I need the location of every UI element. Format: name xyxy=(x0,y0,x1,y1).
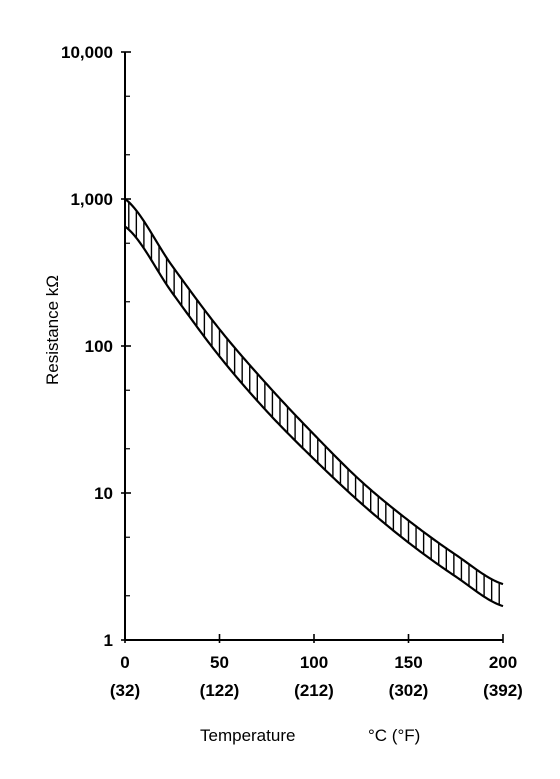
upper-limit-curve xyxy=(124,198,504,586)
x-tick-label: 200 xyxy=(489,653,517,672)
y-tick-label: 100 xyxy=(85,337,113,356)
series-group xyxy=(124,198,504,608)
x-ticks-group: 0 (32) 50 (122) 100 (212) 150 (302) 200 (392) xyxy=(110,634,523,700)
band-hatch-group xyxy=(128,202,500,605)
x-tick-label: 100 xyxy=(300,653,328,672)
y-ticks-group: 1 10 100 1,000 10,000 xyxy=(61,43,131,650)
x-tick-sublabel: (212) xyxy=(294,681,334,700)
x-axis-label: Temperature xyxy=(200,726,295,745)
y-tick-label: 1 xyxy=(104,631,113,650)
x-axis-unit-label: °C (°F) xyxy=(368,726,420,745)
x-tick-label: 150 xyxy=(394,653,422,672)
y-tick-label: 10 xyxy=(94,484,113,503)
y-axis-label: Resistance kΩ xyxy=(43,275,62,385)
x-tick-sublabel: (122) xyxy=(200,681,240,700)
x-tick-label: 0 xyxy=(120,653,129,672)
x-tick-label: 50 xyxy=(210,653,229,672)
lower-limit-curve xyxy=(124,225,504,608)
x-tick-sublabel: (392) xyxy=(483,681,523,700)
x-tick-sublabel: (32) xyxy=(110,681,140,700)
y-tick-label: 1,000 xyxy=(70,190,113,209)
x-tick-sublabel: (302) xyxy=(389,681,429,700)
y-tick-label: 10,000 xyxy=(61,43,113,62)
